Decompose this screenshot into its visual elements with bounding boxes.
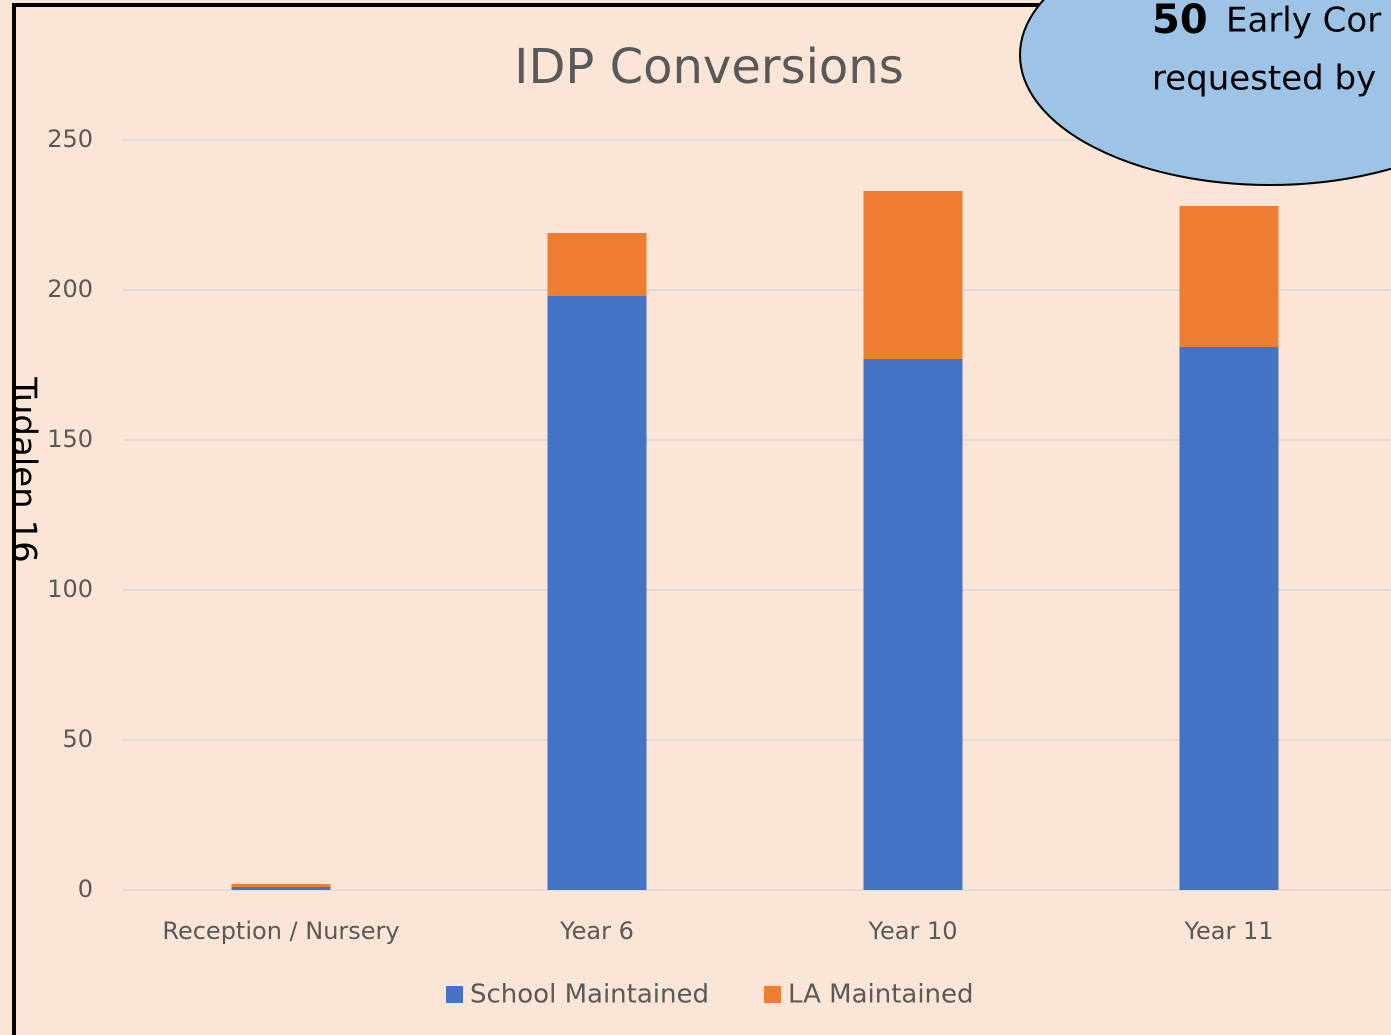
bar-segment (863, 191, 963, 359)
bar-segment (547, 233, 647, 296)
bar-segment (547, 296, 647, 890)
x-tick-label: Year 6 (559, 917, 634, 945)
callout-number: 50 (1152, 0, 1208, 43)
legend-swatch (764, 986, 781, 1003)
plot: 0 50 100 150 200 250 Reception / Nursery Year 6… (47, 125, 1391, 1010)
page-label: Tudalen 16 (4, 376, 44, 563)
y-tick-label: 200 (47, 275, 93, 303)
y-tick-label: 150 (47, 425, 93, 453)
chart-title: IDP Conversions (514, 39, 903, 95)
y-tick-label: 100 (47, 575, 93, 603)
slide-frame (12, 3, 1391, 1035)
bar-segment (1179, 347, 1279, 890)
y-tick-label: 0 (78, 875, 93, 903)
legend-label: LA Maintained (788, 980, 974, 1010)
bar-segment (231, 887, 331, 890)
x-tick-label: Year 10 (868, 917, 958, 945)
x-tick-label: Reception / Nursery (162, 917, 399, 945)
y-tick-label: 250 (47, 125, 93, 153)
bar-segment (1179, 206, 1279, 347)
y-tick-label: 50 (62, 725, 93, 753)
bar-segment (863, 359, 963, 890)
callout-bubble (1019, 0, 1391, 186)
callout-text: Early Cor (1226, 1, 1381, 41)
legend-swatch (446, 986, 463, 1003)
legend-label: School Maintained (470, 980, 709, 1010)
bar-segment (231, 884, 331, 887)
x-tick-label: Year 11 (1184, 917, 1274, 945)
callout-text: requested by (1152, 59, 1376, 99)
